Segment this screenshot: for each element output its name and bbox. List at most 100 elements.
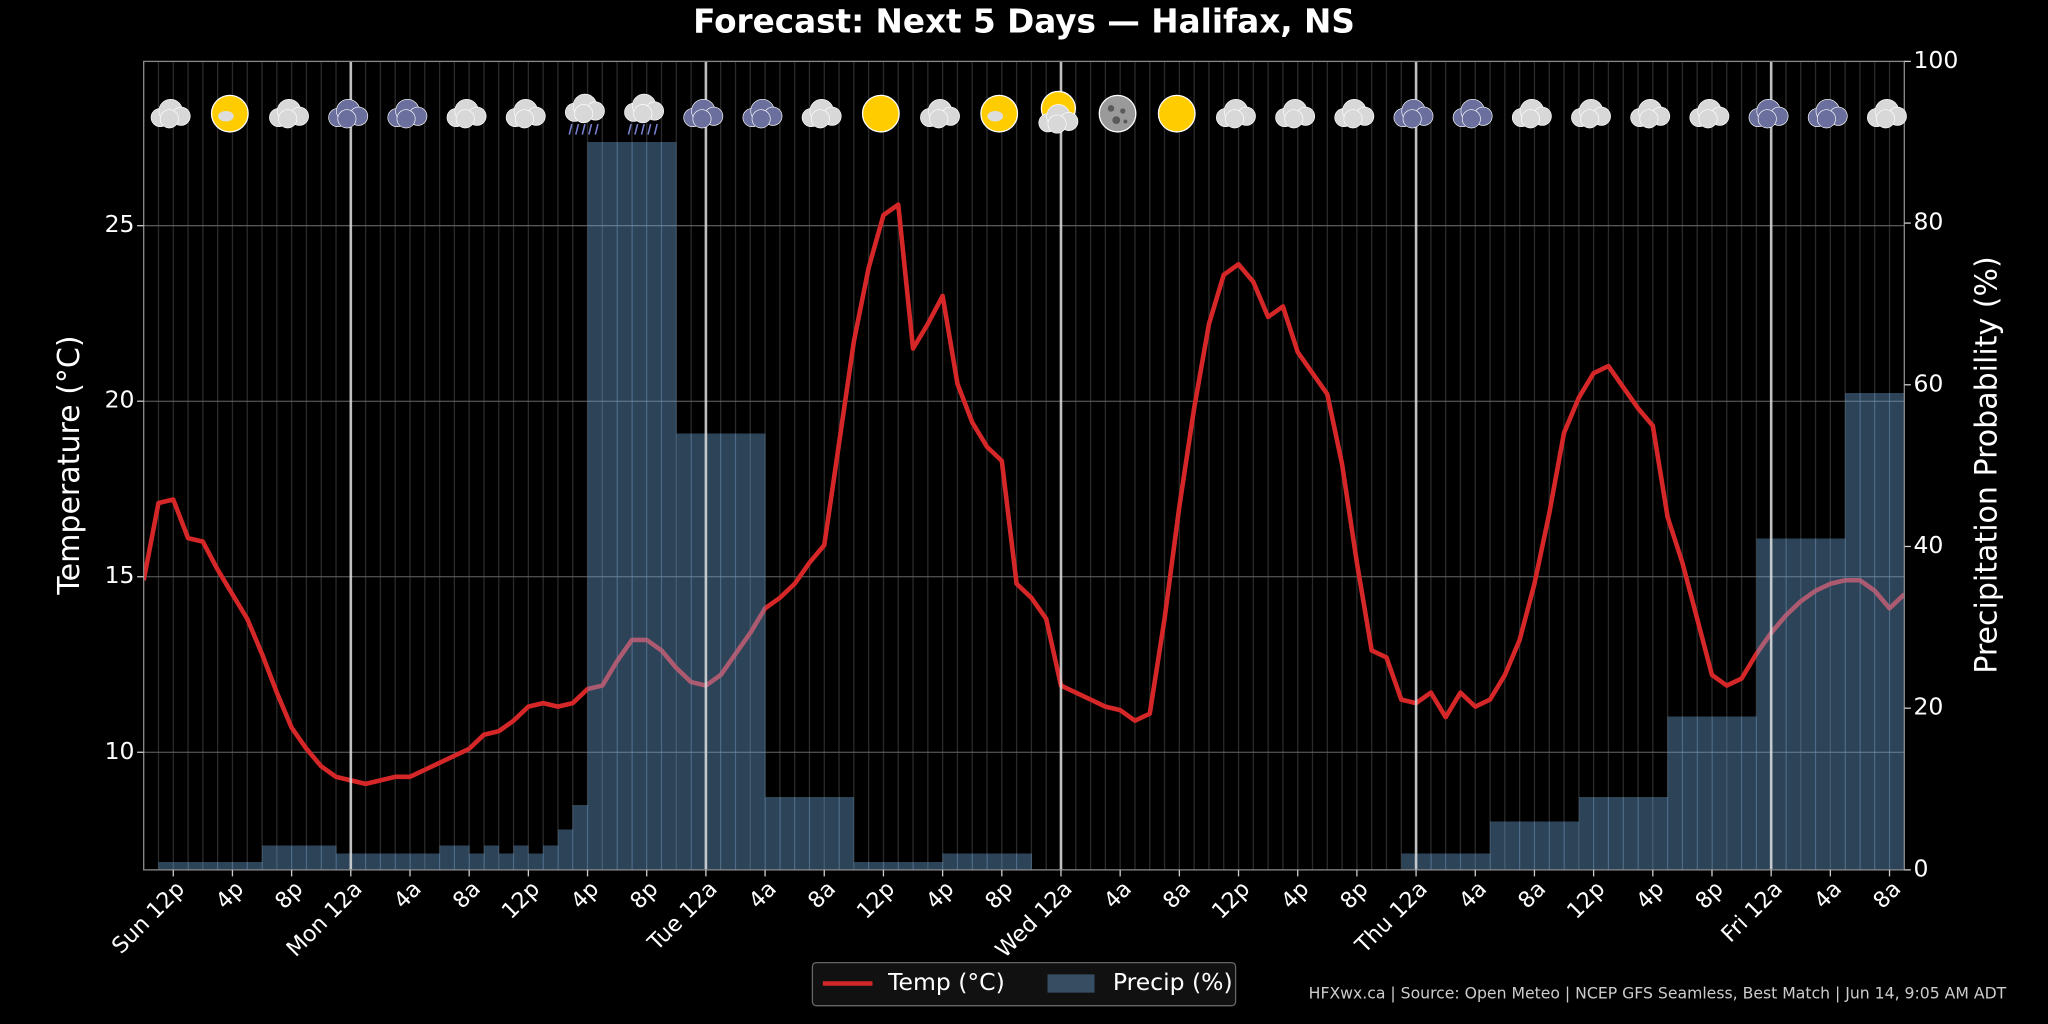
precip-bar [1711,716,1728,870]
legend-label: Precip (%) [1113,968,1233,996]
cloud-puff [1461,109,1481,129]
rain-drop [581,123,586,135]
weather-icon [801,98,842,129]
precip-bar [1401,853,1417,870]
rain-drop [647,123,652,135]
sun [861,94,900,133]
y-tick-label: 25 [105,210,135,238]
weather-icon [269,98,309,129]
y2-tick-label: 0 [1913,854,1928,882]
y-tick-label: 15 [105,561,135,589]
precip-bar [1682,716,1698,870]
precip-bar [188,861,204,870]
precip-bar [957,853,973,870]
precip-bar [1549,821,1565,870]
weather-icon [210,94,249,133]
cloud-puff [218,111,234,122]
weather-icon [1571,98,1611,129]
precip-bar [1593,797,1609,870]
weather-icon [861,94,900,133]
precip-bar [1771,538,1787,870]
precip-bar [498,853,514,870]
precip-bar [1667,716,1683,870]
temp-line [143,202,1905,787]
cloud-puff [1639,109,1659,129]
precip-bar [676,433,692,870]
moon-crater [1123,119,1128,124]
precip-bar [646,142,662,870]
precip-bar [454,845,470,870]
weather-icon [683,98,724,129]
precip-bar [1726,716,1742,870]
precip-bar [765,797,781,870]
precip-bar [1460,853,1476,870]
cloud-puff [1876,109,1896,129]
precip-bar [913,861,929,870]
precip-bar [794,797,810,870]
precip-bar [528,853,544,870]
weather-icon [1038,90,1079,134]
precip-bar [1845,392,1861,870]
precip-bar [1578,797,1595,870]
sun [1157,94,1196,133]
precip-bar [1830,538,1846,870]
weather-icon [742,98,783,129]
precip-bar [513,845,529,870]
precip-bar [883,861,899,870]
precip-bar [705,433,722,870]
precip-bar [395,853,411,870]
precip-bar [942,853,958,870]
precip-bar [1504,821,1521,870]
precip-bar [1534,821,1550,870]
precip-bar [217,861,233,870]
rain-drop [653,123,658,135]
rain-drop [588,123,593,135]
precip-bar [321,845,337,870]
precip-bar [365,853,381,870]
moon-crater [1112,116,1121,125]
y-tick-label: 10 [105,737,135,765]
legend: Temp (°C) Precip (%) [811,961,1237,1007]
precip-bar [972,853,988,870]
cloud-puff [692,109,712,129]
precip-bar [1800,538,1816,870]
cloud-puff [1284,109,1304,129]
precip-bar [202,861,219,870]
moon-crater [1120,108,1126,114]
y2-tick-label: 20 [1913,693,1943,721]
plot-area [143,61,1905,870]
precip-bar [158,861,174,870]
cloud-puff [987,111,1004,122]
precip-bar [350,853,366,870]
precip-bar [380,853,396,870]
cloud-puff [1698,109,1718,129]
cloud-puff [1521,109,1540,129]
rain-drop [640,123,645,135]
precip-bar [1416,853,1432,870]
weather-icon [1157,94,1196,133]
precip-bar [720,433,736,870]
precip-bar [661,142,677,870]
chart-title: Forecast: Next 5 Days — Halifax, NS [693,3,1355,41]
y2-tick-label: 40 [1913,531,1943,559]
cloud-puff [1816,109,1836,129]
rain-drop [627,123,632,135]
weather-icons [150,90,1907,135]
precip-bar [1652,797,1668,870]
precip-bar [987,853,1003,870]
cloud-puff [278,109,298,129]
precip-bar [424,853,440,870]
cloud-puff [1225,109,1245,129]
precip-bar [1445,853,1461,870]
precip-bar [306,845,322,870]
precip-bar [927,861,944,870]
y2-tick-label: 80 [1913,208,1943,236]
precip-bar [173,861,189,870]
weather-icon [1098,94,1137,133]
cloud-puff [574,104,594,124]
precip-bar [779,797,796,870]
weather-icon [1748,98,1789,129]
legend-label: Temp (°C) [887,968,1005,996]
precip-bar [291,845,307,870]
